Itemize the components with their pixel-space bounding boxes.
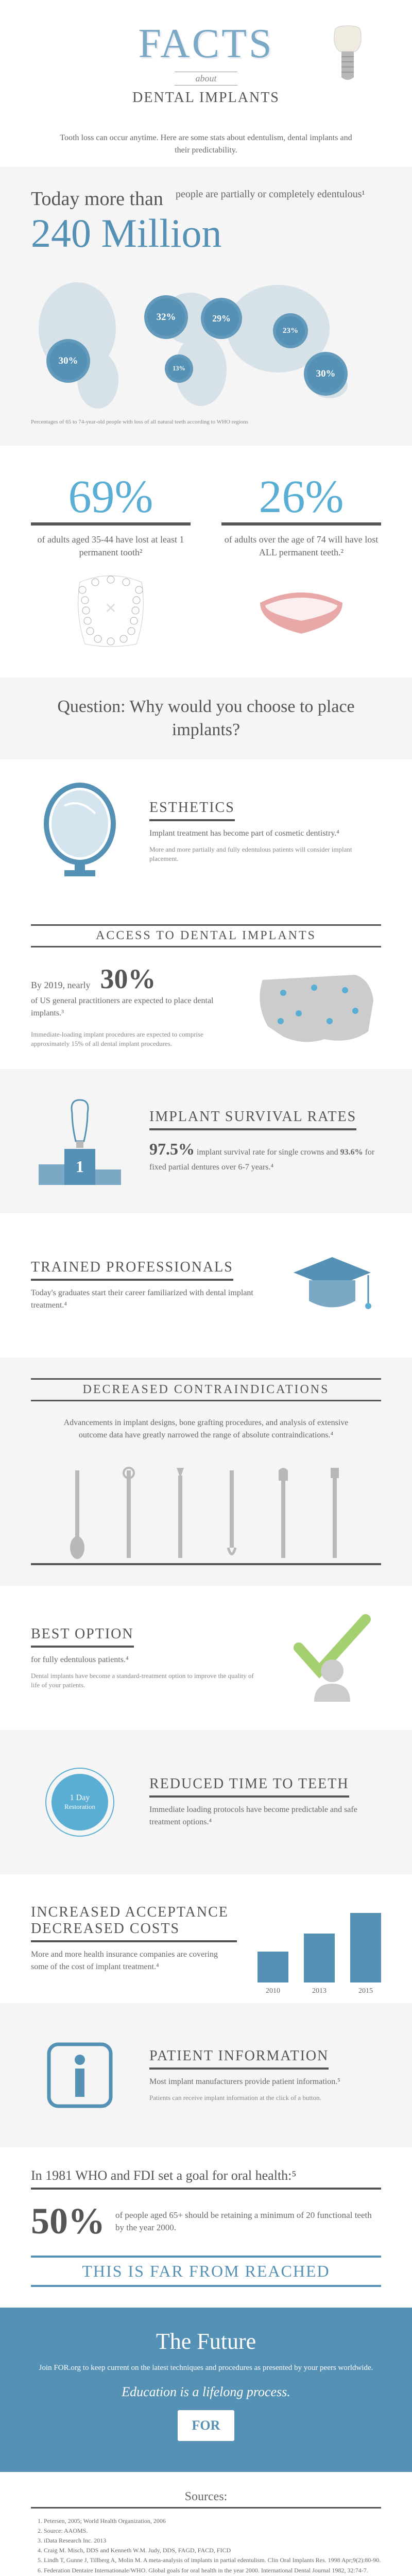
contra-body: Advancements in implant designs, bone gr… [62, 1417, 350, 1442]
accept-section: INCREASED ACCEPTANCE DECREASED COSTS Mor… [0, 1874, 412, 2003]
mirror-icon [31, 783, 129, 880]
sources-title: Sources: [31, 2490, 381, 2509]
best-note: Dental implants have become a standard-t… [31, 1671, 263, 1690]
source-item: Craig M. Misch, DDS and Kenneth W.M. Jud… [44, 2546, 381, 2555]
reduced-title: REDUCED TIME TO TEETH [149, 1776, 349, 1798]
reduced-section: 1 Day Restoration REDUCED TIME TO TEETH … [0, 1730, 412, 1874]
best-section: BEST OPTION for fully edentulous patient… [0, 1586, 412, 1730]
survival-section: 1 IMPLANT SURVIVAL RATES 97.5% implant s… [0, 1069, 412, 1213]
survival-body1: implant survival rate for single crowns … [197, 1148, 338, 1157]
source-item: Source: AAOMS. [44, 2526, 381, 2536]
stat-right-desc: of adults over the age of 74 will have l… [221, 533, 381, 559]
source-item: Federation Dentaire Internationale/WHO. … [44, 2566, 381, 2575]
survival-pct1: 97.5% [149, 1140, 195, 1158]
future-title: The Future [31, 2328, 381, 2354]
trained-body: Today's graduates start their career fam… [31, 1287, 263, 1312]
chart-bar: 2013 [304, 1934, 335, 1982]
esthetics-body: Implant treatment has become part of cos… [149, 827, 381, 840]
badge-top: 1 Day [70, 1793, 90, 1803]
world-number: 240 Million [31, 210, 381, 257]
access-pct: 30% [100, 963, 156, 994]
patient-section: PATIENT INFORMATION Most implant manufac… [0, 2003, 412, 2147]
world-sidetext: people are partially or completely edent… [176, 188, 365, 201]
goal-body: of people aged 65+ should be retaining a… [115, 2209, 381, 2234]
accept-title: INCREASED ACCEPTANCE DECREASED COSTS [31, 1904, 237, 1942]
contra-title: DECREASED CONTRAINDICATIONS [31, 1378, 381, 1401]
implant-icon [319, 23, 376, 88]
source-item: iData Research Inc. 2013 [44, 2536, 381, 2546]
chart-bar: 2015 [350, 1913, 381, 1982]
header: FACTS about DENTAL IMPLANTS [0, 0, 412, 122]
patient-note: Patients can receive implant information… [149, 2093, 381, 2103]
sources-section: Sources: Petersen, 2005; World Health Or… [0, 2472, 412, 2576]
source-item: Petersen, 2005; World Health Organizatio… [44, 2516, 381, 2526]
far-reached: THIS IS FAR FROM REACHED [31, 2256, 381, 2287]
svg-text:1: 1 [76, 1157, 84, 1176]
survival-title: IMPLANT SURVIVAL RATES [149, 1109, 356, 1130]
region-bubble: 13% [165, 354, 193, 383]
future-section: The Future Join FOR.org to keep current … [0, 2308, 412, 2472]
survival-pct2: 93.6% [340, 1148, 363, 1157]
access-heading: ACCESS TO DENTAL IMPLANTS [31, 924, 381, 947]
stat-left-pct: 69% [31, 471, 191, 526]
access-leadin: By 2019, nearly [31, 980, 90, 990]
region-bubble: 23% [273, 313, 308, 348]
graduation-cap-icon [283, 1236, 381, 1334]
stat-right-pct: 26% [221, 471, 381, 526]
region-bubble: 30% [304, 352, 348, 396]
goal-line1: In 1981 WHO and FDI set a goal for oral … [31, 2168, 381, 2190]
intro-text: Tooth loss can occur anytime. Here are s… [0, 122, 412, 167]
world-footnote: Percentages of 65 to 74-year-old people … [31, 419, 381, 425]
region-bubble: 29% [201, 298, 242, 339]
denture-icon [221, 569, 381, 652]
bars-chart: 2010 2013 2015 [258, 1905, 381, 1982]
dental-tools-icon [31, 1462, 381, 1565]
bar-label: 2010 [258, 1987, 288, 1995]
source-item: Lindh T, Gunne J, Tillberg A, Molin M. A… [44, 2555, 381, 2565]
access-note: Immediate-loading implant procedures are… [31, 1030, 232, 1048]
reduced-body: Immediate loading protocols have become … [149, 1804, 381, 1828]
bar-label: 2015 [350, 1987, 381, 1995]
world-line1: Today more than [31, 188, 163, 210]
info-icon [31, 2026, 129, 2124]
world-map: 30% 32% 29% 13% 23% 30% [31, 267, 381, 411]
region-bubble: 32% [144, 295, 188, 339]
goal-pct: 50% [31, 2200, 105, 2243]
best-sub: for fully edentulous patients.⁴ [31, 1654, 263, 1666]
chart-bar: 2010 [258, 1952, 288, 1982]
patient-body: Most implant manufacturers provide patie… [149, 2076, 381, 2088]
region-bubble: 30% [46, 339, 90, 383]
badge-bottom: Restoration [64, 1803, 95, 1811]
goal-section: In 1981 WHO and FDI set a goal for oral … [0, 2147, 412, 2308]
checkmark-person-icon [283, 1609, 381, 1707]
world-section: Today more than people are partially or … [0, 167, 412, 446]
question-section: Question: Why would you choose to place … [0, 677, 412, 759]
us-map-icon [252, 964, 381, 1047]
contra-section: DECREASED CONTRAINDICATIONS Advancements… [0, 1358, 412, 1586]
esthetics-section: ESTHETICS Implant treatment has become p… [0, 759, 412, 904]
stat-left-desc: of adults aged 35-44 have lost at least … [31, 533, 191, 559]
svg-text:✕: ✕ [105, 601, 116, 617]
access-body: of US general practitioners are expected… [31, 995, 232, 1020]
trained-section: TRAINED PROFESSIONALS Today's graduates … [0, 1213, 412, 1358]
accept-body: More and more health insurance companies… [31, 1948, 237, 1973]
trained-title: TRAINED PROFESSIONALS [31, 1259, 233, 1281]
loading-badge-icon: 1 Day Restoration [31, 1753, 129, 1851]
esthetics-note: More and more partially and fully edentu… [149, 845, 381, 863]
future-tagline: Education is a lifelong process. [31, 2384, 381, 2400]
best-title: BEST OPTION [31, 1626, 134, 1648]
access-section: ACCESS TO DENTAL IMPLANTS By 2019, nearl… [0, 904, 412, 1069]
patient-title: PATIENT INFORMATION [149, 2048, 329, 2070]
two-col-section: 69% of adults aged 35-44 have lost at le… [0, 446, 412, 677]
esthetics-title: ESTHETICS [149, 800, 235, 821]
about-label: about [175, 72, 237, 86]
podium-icon: 1 [31, 1092, 129, 1190]
bar-label: 2013 [304, 1987, 335, 1995]
subtitle: DENTAL IMPLANTS [31, 90, 381, 106]
for-badge: FOR [178, 2410, 234, 2441]
tooth-arch-icon: ✕ [31, 569, 191, 652]
future-body: Join FOR.org to keep current on the late… [31, 2362, 381, 2374]
